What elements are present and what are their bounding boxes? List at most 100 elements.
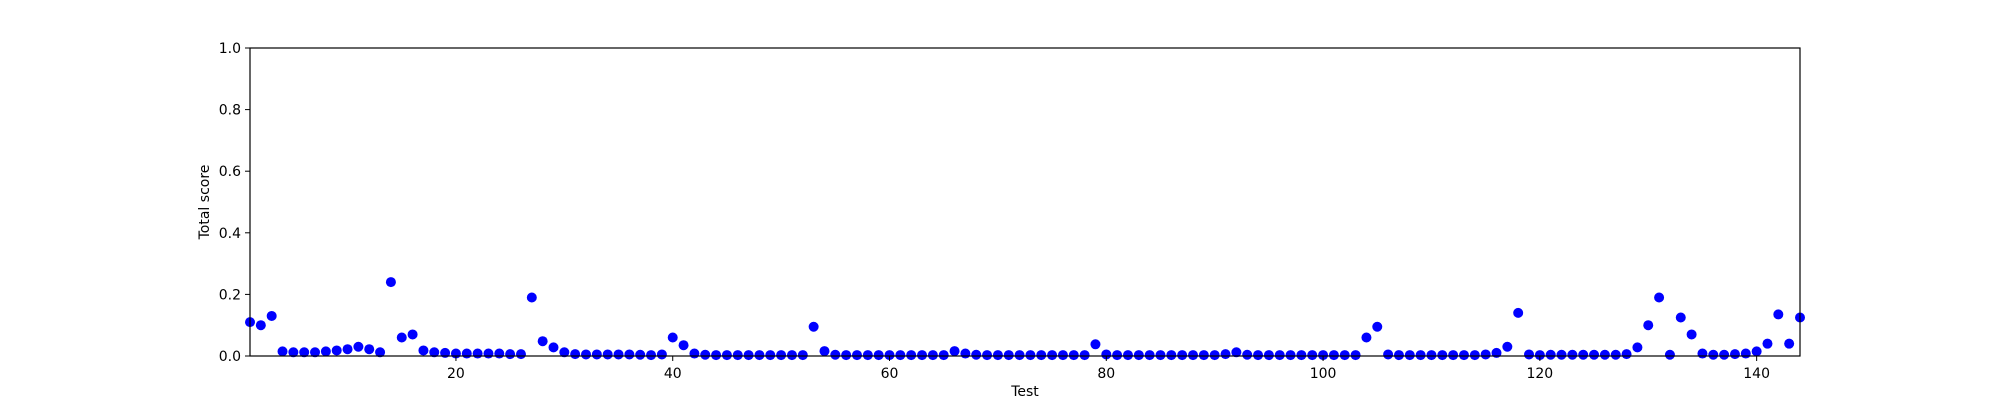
data-point	[711, 350, 722, 361]
data-point	[1036, 350, 1047, 361]
data-point	[1589, 349, 1600, 360]
data-point	[1524, 349, 1535, 360]
data-point	[656, 349, 667, 360]
data-point	[364, 344, 375, 355]
data-point	[732, 350, 743, 361]
data-point	[1415, 350, 1426, 361]
data-point	[1686, 329, 1697, 340]
data-point	[1090, 339, 1101, 350]
data-point	[667, 332, 678, 343]
data-point	[429, 347, 440, 358]
data-point	[385, 277, 396, 288]
data-point	[1166, 350, 1177, 361]
data-point	[1285, 350, 1296, 361]
data-point	[971, 349, 982, 360]
data-point	[1393, 350, 1404, 361]
data-point	[396, 332, 407, 343]
data-point	[1480, 349, 1491, 360]
y-tick-label: 1.0	[219, 41, 241, 57]
x-tick-label: 120	[1526, 366, 1553, 382]
plot-frame	[249, 47, 1801, 357]
data-point	[1621, 349, 1632, 360]
data-point	[1567, 349, 1578, 360]
data-point	[646, 350, 657, 361]
data-point	[353, 341, 364, 352]
data-point	[602, 349, 613, 360]
data-point	[927, 350, 938, 361]
data-point	[331, 345, 342, 356]
data-point	[581, 349, 592, 360]
data-point	[1437, 350, 1448, 361]
x-tick-label: 20	[447, 366, 465, 382]
x-tick-label: 60	[881, 366, 899, 382]
y-axis-label: Total score	[197, 165, 213, 241]
y-axis-ticks: 0.0 0.2 0.4 0.6 0.8 1.0	[219, 41, 250, 365]
y-tick-label: 0.6	[219, 164, 241, 180]
data-point	[743, 350, 754, 361]
data-point	[1339, 350, 1350, 361]
x-tick-label: 100	[1310, 366, 1337, 382]
data-point	[1513, 307, 1524, 318]
data-point	[299, 347, 310, 358]
data-point	[1458, 350, 1469, 361]
data-point	[266, 310, 277, 321]
data-point	[895, 350, 906, 361]
data-point	[407, 329, 418, 340]
data-point	[526, 292, 537, 303]
data-point	[277, 346, 288, 357]
data-point	[765, 350, 776, 361]
data-point	[1740, 348, 1751, 359]
data-point	[1328, 350, 1339, 361]
data-point	[1144, 350, 1155, 361]
data-point	[1274, 350, 1285, 361]
data-point	[1296, 350, 1307, 361]
data-point	[1719, 349, 1730, 360]
data-point	[255, 320, 266, 331]
data-point	[819, 346, 830, 357]
data-point	[1654, 292, 1665, 303]
data-point	[949, 346, 960, 357]
data-point	[1599, 349, 1610, 360]
data-point	[624, 349, 635, 360]
data-point	[906, 350, 917, 361]
data-point	[1426, 350, 1437, 361]
data-points	[245, 277, 1805, 361]
data-point	[1101, 349, 1112, 360]
data-point	[1350, 350, 1361, 361]
data-point	[776, 350, 787, 361]
data-point	[635, 349, 646, 360]
data-point	[917, 350, 928, 361]
data-point	[418, 345, 429, 356]
data-point	[1643, 320, 1654, 331]
data-point	[1047, 350, 1058, 361]
data-point	[873, 350, 884, 361]
data-point	[1762, 338, 1773, 349]
data-point	[342, 344, 353, 355]
data-point	[1556, 349, 1567, 360]
data-point	[851, 350, 862, 361]
data-point	[1361, 332, 1372, 343]
data-point	[505, 349, 516, 360]
data-point	[1112, 350, 1123, 361]
data-point	[1610, 349, 1621, 360]
data-point	[1448, 350, 1459, 361]
data-point	[472, 348, 483, 359]
data-point	[884, 350, 895, 361]
data-point	[1729, 349, 1740, 360]
data-point	[1773, 309, 1784, 320]
data-point	[808, 321, 819, 332]
data-point	[1578, 349, 1589, 360]
data-point	[613, 349, 624, 360]
data-point	[678, 340, 689, 351]
data-point	[1057, 350, 1068, 361]
data-point	[689, 348, 700, 359]
x-tick-label: 40	[664, 366, 682, 382]
data-point	[1751, 346, 1762, 357]
y-tick-label: 0.8	[219, 103, 241, 119]
data-point	[494, 348, 505, 359]
x-tick-label: 80	[1097, 366, 1115, 382]
data-point	[591, 349, 602, 360]
data-point	[288, 347, 299, 358]
